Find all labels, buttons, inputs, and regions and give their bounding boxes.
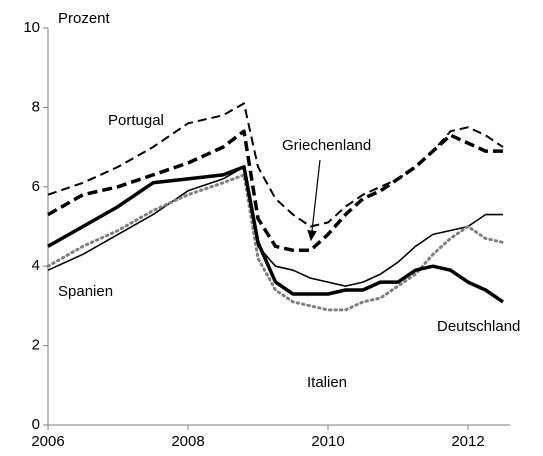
y-axis-label: Prozent [58, 10, 111, 27]
series-line [47, 129, 503, 253]
y-tick-label: 8 [32, 98, 40, 115]
y-tick-label: 2 [32, 337, 40, 354]
series-line [47, 165, 504, 304]
series-label: Deutschland [437, 318, 520, 335]
x-tick-label: 2010 [311, 433, 344, 450]
series-label: Spanien [58, 283, 113, 300]
x-tick-label: 2006 [31, 433, 64, 450]
plot-area: 0 2 4 6 8 10 2006 2008 2010 2012 Portugal Griechenl… [23, 19, 520, 450]
y-tick-label: 4 [32, 257, 40, 274]
x-tick-label: 2012 [451, 433, 484, 450]
y-tick-label: 10 [23, 19, 40, 36]
y-tick-label: 6 [32, 178, 40, 195]
series-label: Italien [307, 374, 347, 391]
series-line [46, 173, 505, 312]
series-label: Griechenland [282, 137, 371, 154]
annotation-arrow [307, 159, 321, 242]
y-tick-label: 0 [32, 416, 40, 433]
series-label: Portugal [108, 112, 164, 129]
x-tick-label: 2008 [171, 433, 204, 450]
